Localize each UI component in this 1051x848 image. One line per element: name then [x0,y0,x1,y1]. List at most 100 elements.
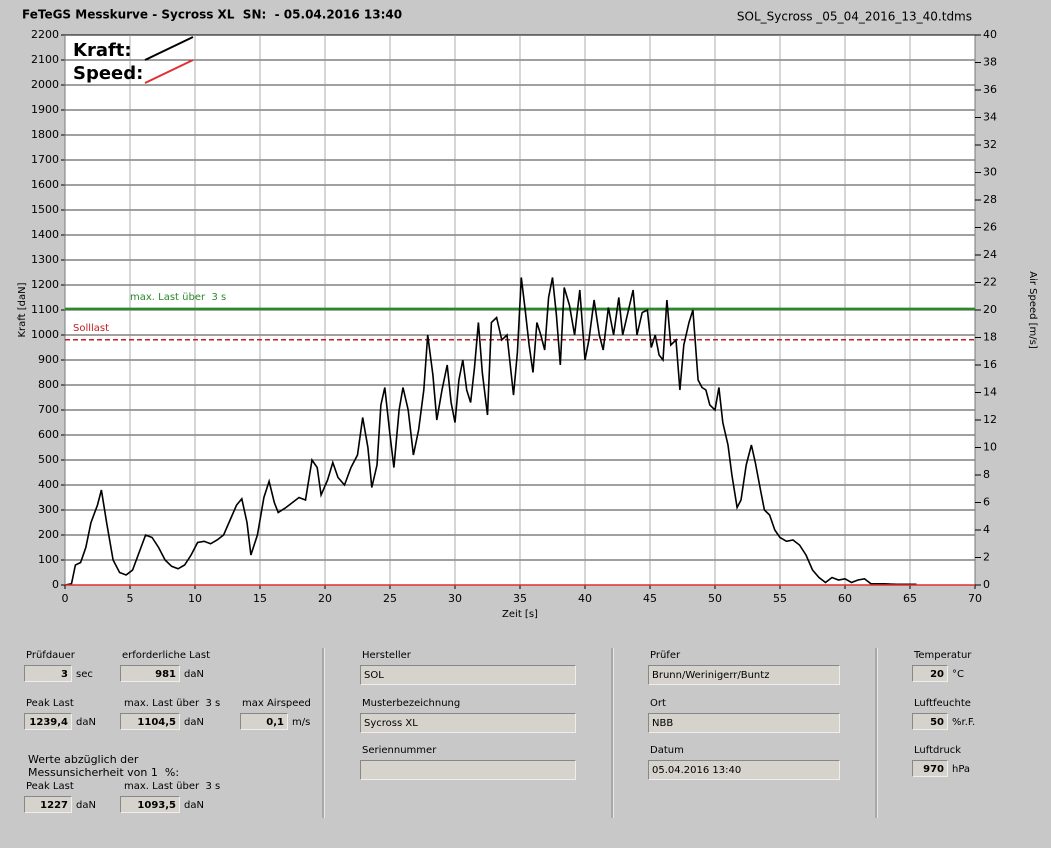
y2-tick-label: 36 [983,83,997,96]
field-label: max. Last über 3 s [124,698,221,709]
y-tick-label: 2100 [31,53,59,66]
reference-label: Solllast [73,323,109,334]
field-value: 1104,5 [120,713,180,730]
y2-tick-label: 16 [983,358,997,371]
x-tick-label: 50 [708,592,722,605]
y2-axis-label: Air Speed [m/s] [1027,271,1038,349]
y2-tick-label: 18 [983,331,997,344]
y2-tick-label: 4 [983,523,990,536]
y-tick-label: 1900 [31,103,59,116]
x-tick-label: 20 [318,592,332,605]
field-value: SOL [360,665,576,685]
y2-tick-label: 40 [983,28,997,41]
field-value: Brunn/Werinigerr/Buntz [648,665,840,685]
field-label: Datum [650,745,684,756]
x-tick-label: 55 [773,592,787,605]
field-label: Peak Last [26,698,74,709]
x-tick-label: 5 [127,592,134,605]
field-value [360,760,576,780]
y2-tick-label: 30 [983,166,997,179]
field-value: Sycross XL [360,713,576,733]
y2-tick-label: 34 [983,111,997,124]
legend-swatch [144,36,194,61]
field-label: Prüfdauer [26,650,75,661]
legend-label: Kraft: [73,40,132,61]
y-tick-label: 200 [38,528,59,541]
field-value: 0,1 [240,713,288,730]
x-tick-label: 35 [513,592,527,605]
field-label: max. Last über 3 s [124,781,221,792]
field-unit: °C [952,669,964,680]
y-tick-label: 1600 [31,178,59,191]
field-label: Hersteller [362,650,411,661]
y-tick-label: 400 [38,478,59,491]
field-value: 50 [912,713,948,730]
x-tick-label: 15 [253,592,267,605]
y2-tick-label: 22 [983,276,997,289]
x-tick-label: 10 [188,592,202,605]
y2-tick-label: 20 [983,303,997,316]
separator [611,648,614,818]
y2-tick-label: 8 [983,468,990,481]
y-axis-label: Kraft [daN] [17,282,28,337]
legend-swatch [144,59,194,84]
y2-tick-label: 12 [983,413,997,426]
y2-tick-label: 0 [983,578,990,591]
field-label: Temperatur [914,650,972,661]
y-tick-label: 1100 [31,303,59,316]
field-value: 1093,5 [120,796,180,813]
field-label: Peak Last [26,781,74,792]
y-tick-label: 1500 [31,203,59,216]
y2-tick-label: 14 [983,386,997,399]
field-label: Luftfeuchte [914,698,971,709]
field-unit: daN [76,800,96,811]
y2-tick-label: 24 [983,248,997,261]
field-label: Prüfer [650,650,681,661]
y-tick-label: 2000 [31,78,59,91]
x-tick-label: 65 [903,592,917,605]
field-label: Seriennummer [362,745,437,756]
y-tick-label: 1800 [31,128,59,141]
x-tick-label: 70 [968,592,982,605]
y2-tick-label: 32 [983,138,997,151]
y-tick-label: 900 [38,353,59,366]
field-label: Ort [650,698,666,709]
report-title: FeTeGS Messkurve - Sycross XL SN: - 05.0… [22,8,402,22]
x-tick-label: 0 [62,592,69,605]
field-value: 970 [912,760,948,777]
y-tick-label: 1200 [31,278,59,291]
y-tick-label: 600 [38,428,59,441]
y-tick-label: 1000 [31,328,59,341]
field-unit: daN [76,717,96,728]
y2-tick-label: 28 [983,193,997,206]
field-label: max Airspeed [242,698,311,709]
y-tick-label: 700 [38,403,59,416]
field-value: 05.04.2016 13:40 [648,760,840,780]
y-tick-label: 1700 [31,153,59,166]
y-tick-label: 2200 [31,28,59,41]
y2-tick-label: 26 [983,221,997,234]
field-label: Luftdruck [914,745,962,756]
y-tick-label: 1300 [31,253,59,266]
field-unit: daN [184,717,204,728]
field-unit: %r.F. [952,717,976,728]
y-tick-label: 1400 [31,228,59,241]
field-label: erforderliche Last [122,650,211,661]
x-axis-label: Zeit [s] [502,609,538,620]
y2-tick-label: 38 [983,56,997,69]
y-tick-label: 0 [52,578,59,591]
legend-label: Speed: [73,63,143,84]
y-tick-label: 300 [38,503,59,516]
field-value: 20 [912,665,948,682]
note: Werte abzüglich der Messunsicherheit von… [28,753,180,779]
field-unit: hPa [952,764,971,775]
x-tick-label: 40 [578,592,592,605]
x-tick-label: 30 [448,592,462,605]
field-value: 3 [24,665,72,682]
reference-label: max. Last über 3 s [130,292,226,303]
field-value: 1227 [24,796,72,813]
field-unit: m/s [292,717,311,728]
field-value: NBB [648,713,840,733]
field-label: Musterbezeichnung [362,698,461,709]
